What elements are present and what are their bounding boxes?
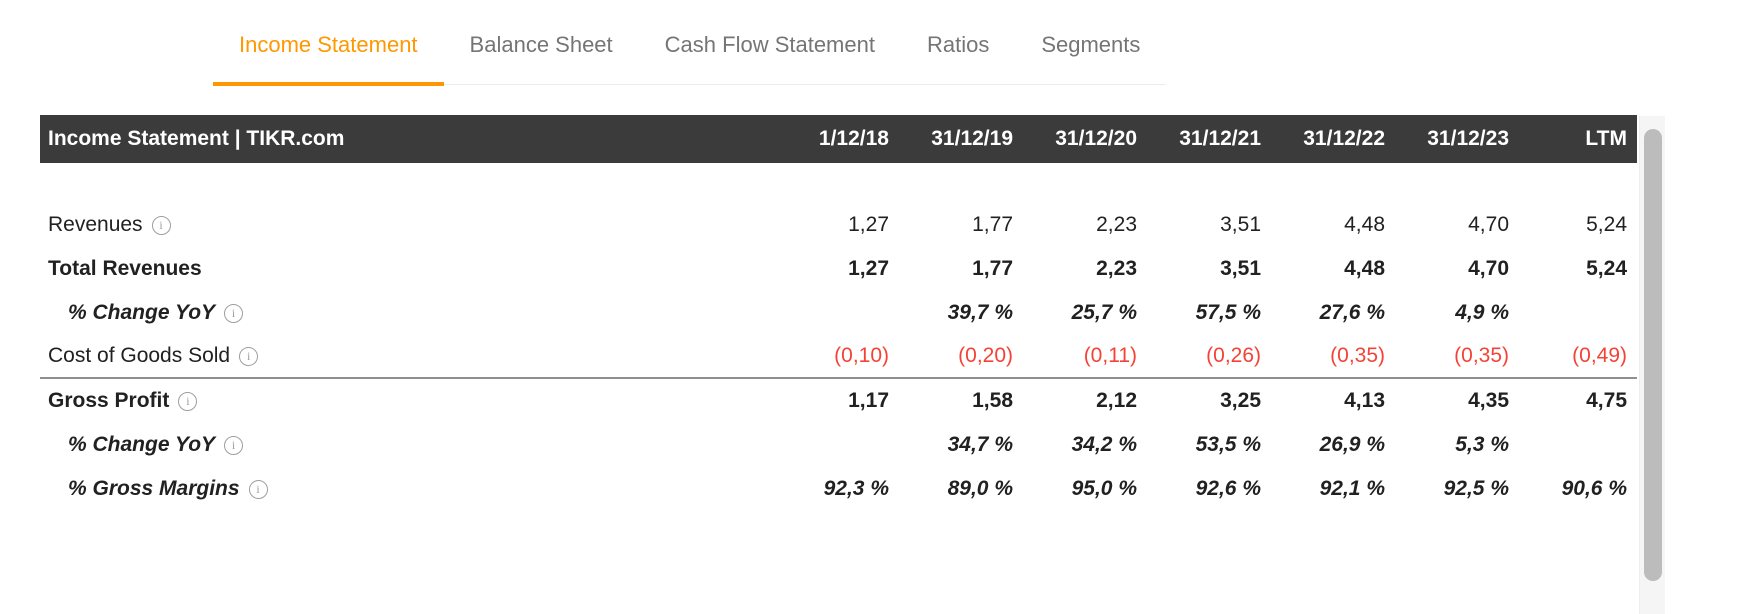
value-cell: 4,48 (1344, 257, 1385, 280)
row-label: Total Revenues (48, 257, 202, 280)
tab-cash-flow-statement[interactable]: Cash Flow Statement (664, 32, 875, 57)
value-cell: (0,49) (1572, 344, 1627, 367)
info-icon[interactable]: i (224, 303, 244, 323)
value-cell: 2,12 (1096, 389, 1137, 412)
tab-income-statement[interactable]: Income Statement (213, 10, 444, 86)
table-row: % Change YoY i 39,7 % 25,7 % 57,5 % 27,6 % 4,9… (40, 291, 1637, 335)
column-header: LTM (1585, 127, 1627, 150)
table-row: % Gross Margins i 92,3 % 89,0 % 95,0 % 92,6 %… (40, 467, 1637, 511)
column-header: 31/12/21 (1179, 127, 1261, 150)
value-cell: 4,48 (1344, 213, 1385, 236)
value-cell: 57,5 % (1195, 301, 1261, 324)
value-cell: (0,35) (1330, 344, 1385, 367)
table-row: Gross Profit i 1,17 1,58 2,12 3,25 4,13 4,35 4,7… (40, 379, 1637, 423)
row-label: Gross Profit (48, 389, 170, 412)
value-cell: 89,0 % (947, 477, 1013, 500)
value-cell: 53,5 % (1195, 433, 1261, 456)
value-cell: 27,6 % (1319, 301, 1385, 324)
value-cell: 3,51 (1220, 257, 1261, 280)
column-header: 31/12/23 (1427, 127, 1509, 150)
value-cell: 1,27 (848, 257, 889, 280)
tab-segments[interactable]: Segments (1041, 32, 1141, 57)
row-label-cell: % Change YoY i (48, 301, 765, 325)
row-label: % Gross Margins (68, 477, 240, 500)
row-label: Revenues (48, 213, 143, 236)
value-cell: 4,13 (1344, 389, 1385, 412)
value-cell: 90,6 % (1561, 477, 1627, 500)
row-label-cell: Total Revenues (48, 257, 765, 281)
value-cell: 25,7 % (1071, 301, 1137, 324)
value-cell: 4,70 (1468, 213, 1509, 236)
value-cell: 34,2 % (1071, 433, 1137, 456)
row-label: % Change YoY (68, 433, 216, 456)
value-cell: 4,35 (1468, 389, 1509, 412)
value-cell: 39,7 % (947, 301, 1013, 324)
value-cell: 1,27 (848, 213, 889, 236)
value-cell: 34,7 % (947, 433, 1013, 456)
row-label-cell: Gross Profit i (48, 389, 765, 413)
value-cell: 5,24 (1586, 257, 1627, 280)
table-row: Cost of Goods Sold i (0,10) (0,20) (0,11) (0,… (40, 335, 1637, 379)
info-icon[interactable]: i (239, 346, 259, 366)
table-row: % Change YoY i 34,7 % 34,2 % 53,5 % 26,9 % 5,3… (40, 423, 1637, 467)
row-label-cell: % Change YoY i (48, 433, 765, 457)
column-header: 31/12/19 (931, 127, 1013, 150)
row-label-cell: Cost of Goods Sold i (48, 344, 765, 368)
column-header: 31/12/22 (1303, 127, 1385, 150)
table-header-row: Income Statement | TIKR.com 1/12/18 31/1… (40, 115, 1637, 163)
value-cell: 2,23 (1096, 257, 1137, 280)
value-cell: 5,24 (1586, 213, 1627, 236)
vertical-scrollbar[interactable] (1639, 116, 1665, 614)
value-cell: (0,20) (958, 344, 1013, 367)
row-label-cell: % Gross Margins i (48, 477, 765, 501)
income-statement-table: Income Statement | TIKR.com 1/12/18 31/1… (40, 115, 1637, 511)
value-cell: 5,3 % (1455, 433, 1509, 456)
value-cell: 3,25 (1220, 389, 1261, 412)
value-cell: 26,9 % (1319, 433, 1385, 456)
info-icon[interactable]: i (224, 435, 244, 455)
value-cell: 95,0 % (1071, 477, 1137, 500)
value-cell: 3,51 (1220, 213, 1261, 236)
tab-balance-sheet[interactable]: Balance Sheet (469, 32, 613, 57)
value-cell: 92,5 % (1443, 477, 1509, 500)
value-cell: 4,75 (1586, 389, 1627, 412)
scrollbar-thumb[interactable] (1644, 129, 1662, 581)
value-cell: 1,77 (972, 257, 1013, 280)
row-label: % Change YoY (68, 301, 216, 324)
table-row: Revenues i 1,27 1,77 2,23 3,51 4,48 4,70 5,24 (40, 203, 1637, 247)
info-icon[interactable]: i (178, 391, 198, 411)
value-cell: 1,17 (848, 389, 889, 412)
value-cell: (0,35) (1454, 344, 1509, 367)
statement-tabs: Income Statement Balance Sheet Cash Flow… (213, 10, 1167, 86)
row-label-cell: Revenues i (48, 213, 765, 237)
value-cell: 1,58 (972, 389, 1013, 412)
value-cell: 92,1 % (1319, 477, 1385, 500)
info-icon[interactable]: i (248, 479, 268, 499)
value-cell: 1,77 (972, 213, 1013, 236)
table-title: Income Statement | TIKR.com (48, 127, 345, 150)
column-header: 1/12/18 (818, 127, 889, 150)
value-cell: 2,23 (1096, 213, 1137, 236)
value-cell: 4,9 % (1455, 301, 1509, 324)
value-cell: 92,6 % (1195, 477, 1261, 500)
value-cell: 92,3 % (823, 477, 889, 500)
value-cell: 4,70 (1468, 257, 1509, 280)
value-cell: (0,10) (834, 344, 889, 367)
row-label: Cost of Goods Sold (48, 344, 231, 367)
value-cell: (0,11) (1083, 344, 1137, 367)
table-row: Total Revenues 1,27 1,77 2,23 3,51 4,48 4,70 5,… (40, 247, 1637, 291)
tab-ratios[interactable]: Ratios (926, 32, 990, 57)
column-header: 31/12/20 (1055, 127, 1137, 150)
table-body: Revenues i 1,27 1,77 2,23 3,51 4,48 4,70 5,24 Tot… (40, 163, 1637, 511)
info-icon[interactable]: i (151, 215, 171, 235)
value-cell: (0,26) (1206, 344, 1261, 367)
